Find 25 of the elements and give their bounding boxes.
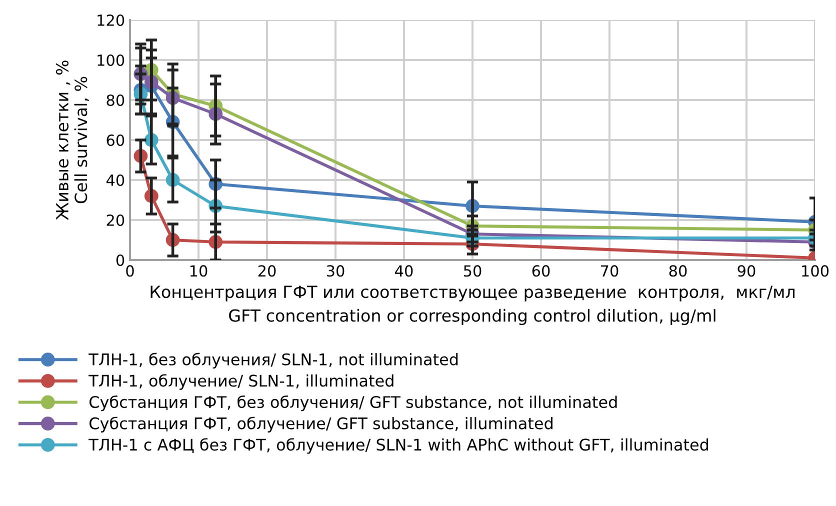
x-tick-label: 90 [738,265,756,277]
x-tick-label: 40 [395,265,413,277]
y-axis-title: Живые клетки , % Cell survival, % [56,60,89,220]
legend-label: Субстанция ГФТ, без облучения/ GFT substance, not illuminated [90,395,617,412]
x-axis-title: Концентрация ГФТ или соответствующее разведение контроля, мкг/мл GFT concentration or corresponding control dilution, µg/ml [150,286,794,326]
legend-label: ТЛН-1, без облучения/ SLN-1, not illuminated [88,352,458,369]
y-tick-label: 120 [98,14,124,26]
x-tick-label: 80 [669,265,687,277]
x-tick-label: 10 [190,265,208,277]
y-tick-label: 60 [106,134,124,146]
legend-label: Субстанция ГФТ, облучение/ GFT substance, illuminated [90,416,552,432]
legend-label: ТЛН-1, облучение/ SLN-1, illuminated [88,374,394,390]
y-tick-label: 20 [106,214,124,226]
legend-label: ТЛН-1 с АФЦ без ГФТ, облучение/ SLN-1 with APhC without GFT, illuminated [88,438,708,454]
y-tick-label: 40 [106,174,124,186]
x-tick-label: 0 [126,265,134,277]
x-tick-label: 60 [532,265,550,277]
x-tick-label: 20 [258,265,276,277]
x-tick-label: 70 [601,265,618,277]
y-tick-label: 80 [106,94,124,106]
x-tick-label: 100 [802,265,829,277]
y-tick-label: 0 [116,254,124,266]
x-tick-label: 50 [464,265,482,277]
x-tick-label: 30 [326,265,344,277]
y-tick-label: 100 [98,54,124,66]
